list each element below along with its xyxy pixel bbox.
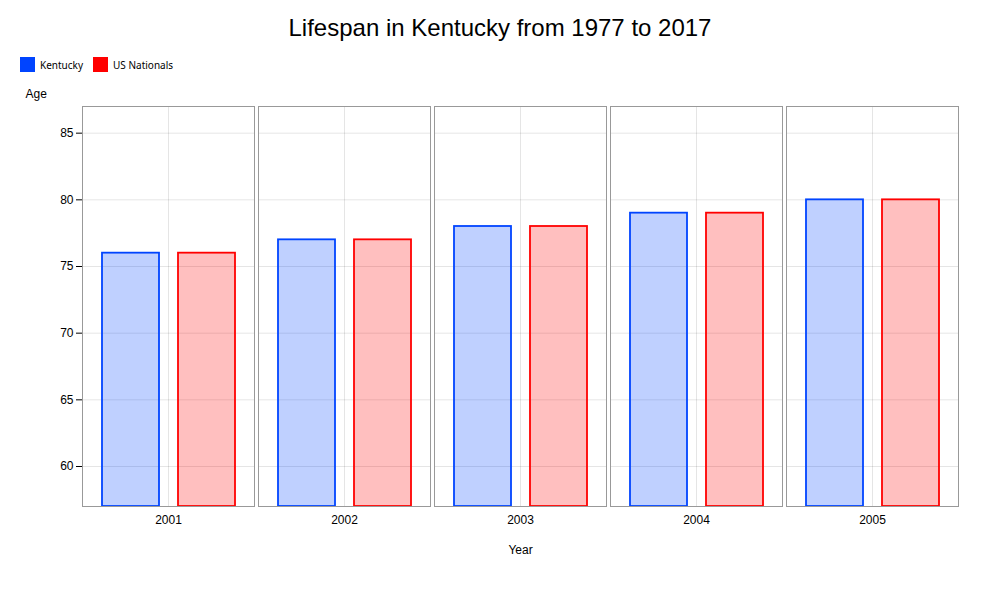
svg-text:75: 75 <box>60 259 74 273</box>
html-text:Lifespan in Kentucky from 1977: Lifespan in Kentucky from 1977 to 2017 <box>288 14 712 41</box>
html-text:Kentucky: Kentucky <box>40 57 83 72</box>
svg-text:65: 65 <box>60 393 74 407</box>
svg-text:2002: 2002 <box>331 513 358 527</box>
svg-text:85: 85 <box>60 126 74 140</box>
svg-text:70: 70 <box>60 326 74 340</box>
svg-text:2004: 2004 <box>683 513 710 527</box>
svg-text:Age: Age <box>26 87 48 101</box>
svg-text:Year: Year <box>508 543 532 557</box>
svg-text:2001: 2001 <box>155 513 182 527</box>
html-text:US Nationals: US Nationals <box>113 57 174 72</box>
svg-text:80: 80 <box>60 193 74 207</box>
svg-text:60: 60 <box>60 459 74 473</box>
svg-text:2005: 2005 <box>859 513 886 527</box>
svg-text:2003: 2003 <box>507 513 534 527</box>
